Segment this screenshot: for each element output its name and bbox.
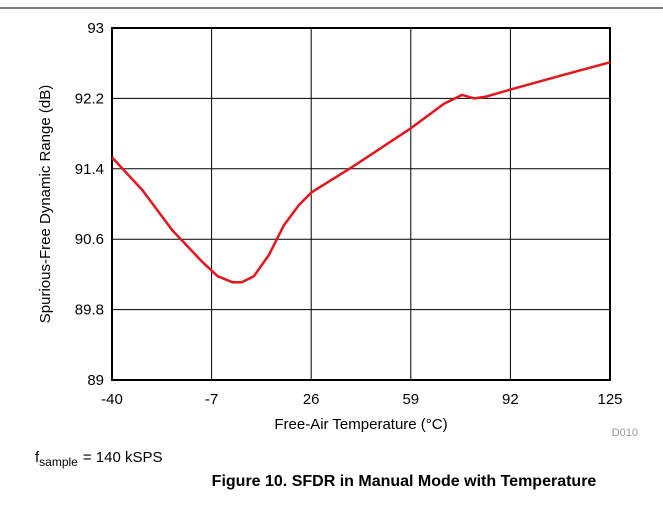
y-tick-label: 91.4 <box>75 161 104 178</box>
annotation-symbol: f <box>35 449 40 466</box>
x-tick-label: 92 <box>502 391 519 408</box>
x-tick-label: 125 <box>597 391 622 408</box>
data-line <box>111 61 611 284</box>
annotation-subscript: sample <box>39 455 78 469</box>
y-tick-label: 92.2 <box>75 90 104 107</box>
y-tick-label: 93 <box>87 20 104 37</box>
chart-title: Figure 10. SFDR in Manual Mode with Temp… <box>212 473 597 490</box>
figure-id: D010 <box>612 427 638 439</box>
annotation-text: = 140 kSPS <box>83 449 163 466</box>
y-tick-label: 90.6 <box>75 231 104 248</box>
x-tick-label: -7 <box>205 391 218 408</box>
plot-frame <box>111 27 611 381</box>
annotation: fsample = 140 kSPS <box>35 449 163 469</box>
x-axis-label: Free-Air Temperature (°C) <box>274 416 447 433</box>
x-tick-label: 26 <box>303 391 320 408</box>
y-axis-label: Spurious-Free Dynamic Range (dB) <box>37 85 54 323</box>
y-tick-label: 89.8 <box>75 302 104 319</box>
x-tick-label: 59 <box>402 391 419 408</box>
x-tick-label: -40 <box>101 391 123 408</box>
y-tick-label: 89 <box>87 372 104 389</box>
